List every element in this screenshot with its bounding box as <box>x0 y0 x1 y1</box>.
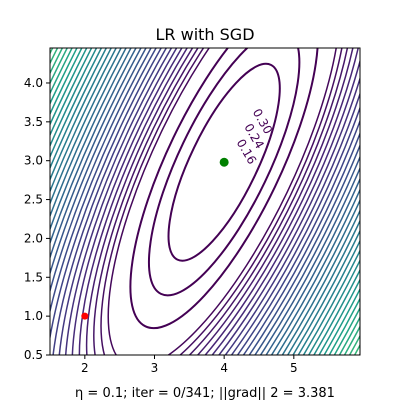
y-tick-label: 2.5 <box>24 193 43 207</box>
y-tick-label: 1.5 <box>24 270 43 284</box>
contour-line <box>93 48 356 355</box>
x-tick-label: 5 <box>290 361 298 375</box>
x-axis-ticks: 2 3 4 5 <box>81 355 298 375</box>
contour-line <box>71 48 360 355</box>
y-tick-label: 3.5 <box>24 115 43 129</box>
contour-line <box>64 48 360 355</box>
x-tick-label: 3 <box>151 361 159 375</box>
contour-line <box>100 48 349 355</box>
contour-line <box>167 62 281 262</box>
y-tick-label: 3.0 <box>24 154 43 168</box>
contour-line <box>129 48 319 330</box>
y-tick-label: 0.5 <box>24 348 43 362</box>
y-tick-label: 4.0 <box>24 76 43 90</box>
x-axis-label: η = 0.1; iter = 0/341; ||grad|| 2 = 3.38… <box>75 386 335 400</box>
plot-area <box>50 48 360 355</box>
plot-frame <box>49 47 361 356</box>
y-tick-label: 1.0 <box>24 309 43 323</box>
contour-line <box>107 48 341 355</box>
current-point <box>81 312 89 320</box>
contour-line <box>85 48 360 355</box>
points <box>81 157 229 320</box>
chart-title: LR with SGD <box>155 25 254 44</box>
x-tick-label: 4 <box>220 361 228 375</box>
contour-line <box>147 48 301 297</box>
y-tick-label: 2.0 <box>24 231 43 245</box>
x-tick-label: 2 <box>81 361 89 375</box>
contour-line <box>78 48 360 355</box>
minimum-point <box>219 157 229 167</box>
y-axis-ticks: 0.5 1.0 1.5 2.0 2.5 3.0 3.5 4.0 <box>24 76 50 362</box>
